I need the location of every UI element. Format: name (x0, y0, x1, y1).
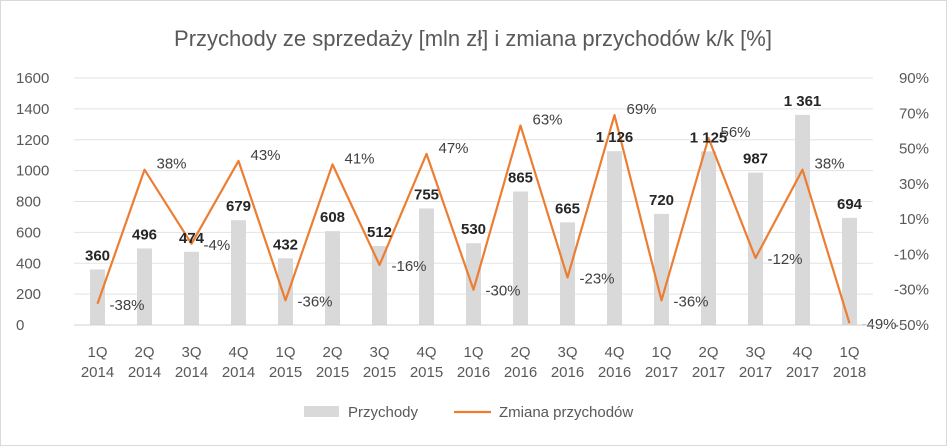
y-tick-label-left: 0 (16, 317, 24, 334)
y-tick-label-right: -10% (894, 246, 929, 263)
x-tick-label: 2Q 2015 (316, 344, 349, 381)
bar-value-label: 865 (508, 169, 533, 186)
line-value-label: -23% (580, 270, 615, 287)
gridlines (74, 77, 873, 326)
bar (654, 213, 669, 325)
x-tick-label: 4Q 2016 (598, 344, 631, 381)
bar-value-label: 474 (179, 230, 205, 247)
y-tick-label-left: 200 (16, 286, 41, 303)
y-tick-label-right: 70% (899, 105, 929, 122)
legend: Przychody Zmiana przychodów (304, 404, 633, 421)
x-tick-label: 1Q 2014 (81, 344, 114, 381)
y-tick-label-left: 1200 (16, 132, 49, 149)
y-tick-label-left: 1600 (16, 70, 49, 87)
x-tick-label: 3Q 2016 (551, 344, 584, 381)
chart-title: Przychody ze sprzedaży [mln zł] i zmiana… (174, 26, 772, 51)
bar (137, 248, 152, 325)
y-tick-label-right: 50% (899, 141, 929, 158)
bar (466, 243, 481, 325)
line-value-label: 47% (439, 140, 469, 157)
x-tick-label: 1Q 2016 (457, 344, 490, 381)
bar-value-label: 665 (555, 200, 580, 217)
bar (607, 151, 622, 325)
y-tick-label-left: 800 (16, 194, 41, 211)
bar-value-label: 987 (743, 151, 768, 168)
bar-value-label: 496 (132, 226, 157, 243)
bar-value-label: 755 (414, 186, 439, 203)
x-tick-label: 1Q 2018 (833, 344, 866, 381)
bar-value-label: 432 (273, 236, 298, 253)
bar-value-label: 608 (320, 209, 345, 226)
bar (231, 220, 246, 325)
bar (184, 251, 199, 325)
bar-value-label: 530 (461, 221, 486, 238)
bar (90, 269, 105, 325)
line-path (96, 113, 851, 324)
bar-value-label: 1 126 (596, 129, 634, 146)
legend-label-bars: Przychody (348, 404, 419, 421)
bar-value-label: 1 125 (690, 129, 728, 146)
bar (419, 208, 434, 325)
line-value-label: 63% (533, 112, 563, 129)
bar-value-label: 694 (837, 196, 863, 213)
y-tick-label-left: 1000 (16, 163, 49, 180)
line-value-label: 38% (815, 156, 845, 173)
line-value-label: 41% (345, 150, 375, 167)
x-tick-label: 4Q 2015 (410, 344, 443, 381)
x-tick-label: 3Q 2017 (739, 344, 772, 381)
x-tick-label: 3Q 2015 (363, 344, 396, 381)
y-tick-label-right: -30% (894, 282, 929, 299)
bar (278, 258, 293, 325)
bar (325, 231, 340, 325)
line-value-label: -12% (768, 251, 803, 268)
legend-label-line: Zmiana przychodów (499, 404, 633, 421)
bar (701, 151, 716, 325)
bar-value-label: 512 (367, 224, 392, 241)
line-value-label: 56% (721, 124, 751, 141)
bar (842, 217, 857, 325)
bar-value-label: 360 (85, 247, 110, 264)
line-value-label: -30% (486, 283, 521, 300)
bar-series (90, 114, 857, 325)
bar (748, 172, 763, 325)
axes: 0 200 400 600 800 1000 1200 1400 1600 -50% -30% -10… (16, 70, 929, 381)
line-value-label: 43% (251, 147, 281, 164)
y-tick-label-left: 400 (16, 255, 41, 272)
line-value-label: 38% (157, 156, 187, 173)
line-value-label: -36% (298, 293, 333, 310)
x-tick-label: 2Q 2016 (504, 344, 537, 381)
legend-swatch-bars (304, 406, 339, 417)
x-tick-label: 2Q 2014 (128, 344, 161, 381)
bar-value-label: 679 (226, 198, 251, 215)
line-value-label: 69% (627, 101, 657, 118)
x-tick-label: 4Q 2014 (222, 344, 255, 381)
bar (513, 191, 528, 325)
y-tick-label-left: 1400 (16, 101, 49, 118)
x-tick-label: 1Q 2015 (269, 344, 302, 381)
y-tick-label-right: 90% (899, 70, 929, 87)
bar (795, 114, 810, 325)
bar-value-label: 720 (649, 192, 674, 209)
bar-value-label: 1 361 (784, 93, 822, 110)
line-value-label: -4% (204, 237, 231, 254)
x-tick-label: 2Q 2017 (692, 344, 725, 381)
line-value-label: -49% (862, 316, 897, 333)
y-tick-label-right: -50% (894, 317, 929, 334)
line-value-label: -38% (110, 297, 145, 314)
x-tick-label: 4Q 2017 (786, 344, 819, 381)
y-tick-label-right: 30% (899, 176, 929, 193)
y-tick-label-left: 600 (16, 224, 41, 241)
x-tick-label: 3Q 2014 (175, 344, 208, 381)
data-labels: 360 496 474 679 432 608 512 755 530 865 665 1 126 72… (85, 93, 897, 333)
bar (372, 245, 387, 325)
line-value-label: -36% (674, 293, 709, 310)
line-value-label: -16% (392, 258, 427, 275)
x-tick-label: 1Q 2017 (645, 344, 678, 381)
line-series (96, 113, 851, 324)
y-tick-label-right: 10% (899, 211, 929, 228)
